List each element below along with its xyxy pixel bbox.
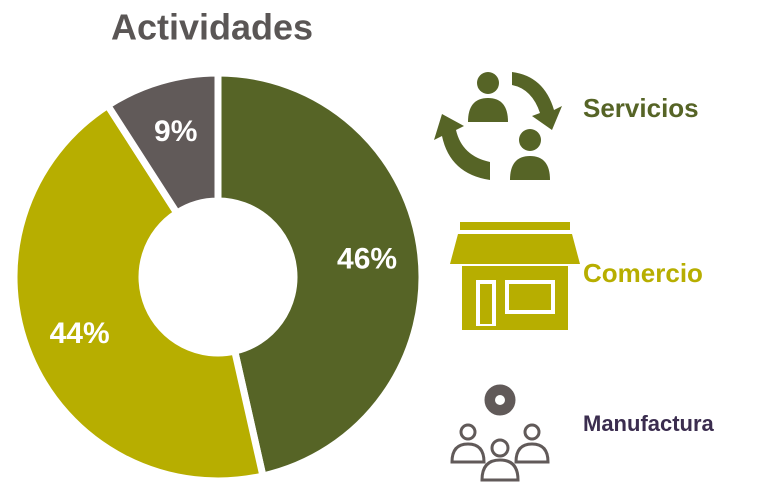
legend-label: Manufactura	[583, 411, 715, 436]
value-label: 44%	[50, 317, 110, 350]
donut-slice	[10, 100, 268, 485]
value-label: 9%	[154, 115, 197, 148]
donut-slice	[214, 69, 426, 481]
donut-slice	[102, 69, 222, 218]
manufactura-icon	[450, 384, 550, 482]
chart-title: Actividades	[111, 7, 313, 48]
legend-label: Servicios	[583, 93, 699, 123]
servicios-icon	[434, 72, 562, 180]
comercio-icon	[450, 222, 580, 330]
legend-label: Comercio	[583, 258, 703, 288]
value-label: 46%	[337, 242, 397, 275]
